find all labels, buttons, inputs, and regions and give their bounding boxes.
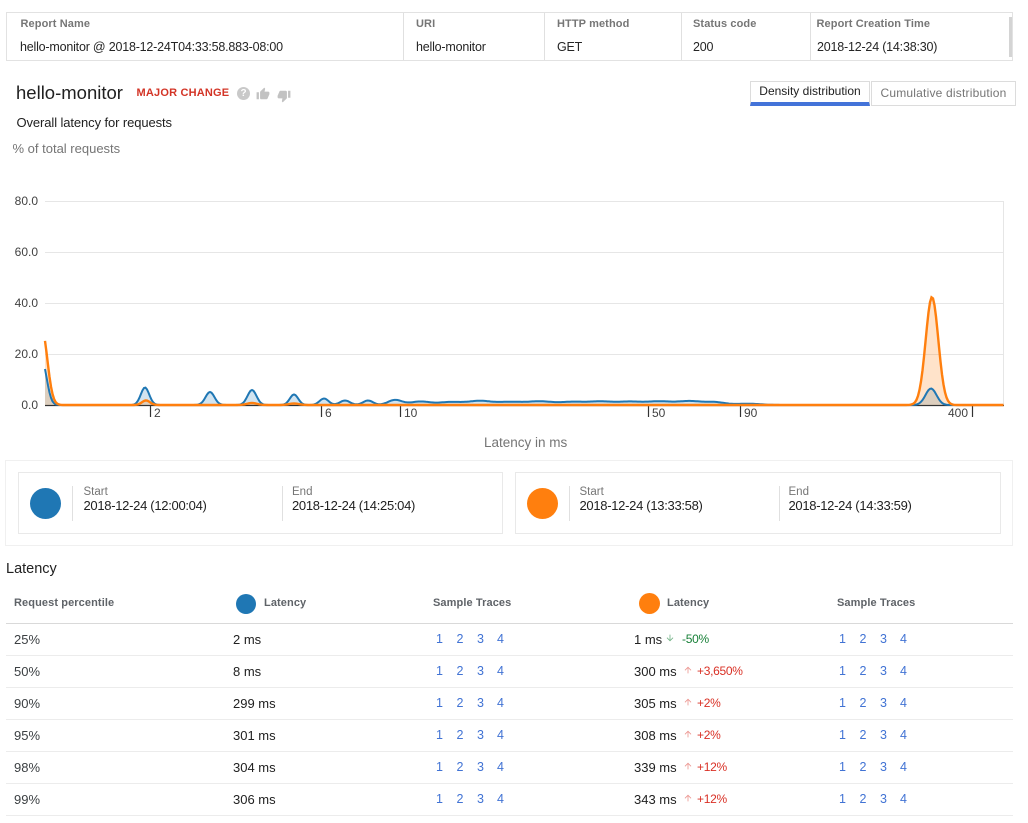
svg-text:50: 50 [652, 406, 666, 420]
svg-text:400: 400 [948, 406, 968, 420]
svg-text:Latency in ms: Latency in ms [484, 435, 568, 450]
svg-text:10: 10 [404, 406, 418, 420]
svg-text:20.0: 20.0 [15, 347, 39, 361]
svg-text:40.0: 40.0 [15, 296, 39, 310]
svg-text:6: 6 [325, 406, 332, 420]
svg-text:80.0: 80.0 [15, 194, 39, 208]
svg-text:0.0: 0.0 [21, 398, 38, 412]
svg-text:90: 90 [744, 406, 758, 420]
svg-text:2: 2 [154, 406, 161, 420]
svg-text:60.0: 60.0 [15, 245, 39, 259]
